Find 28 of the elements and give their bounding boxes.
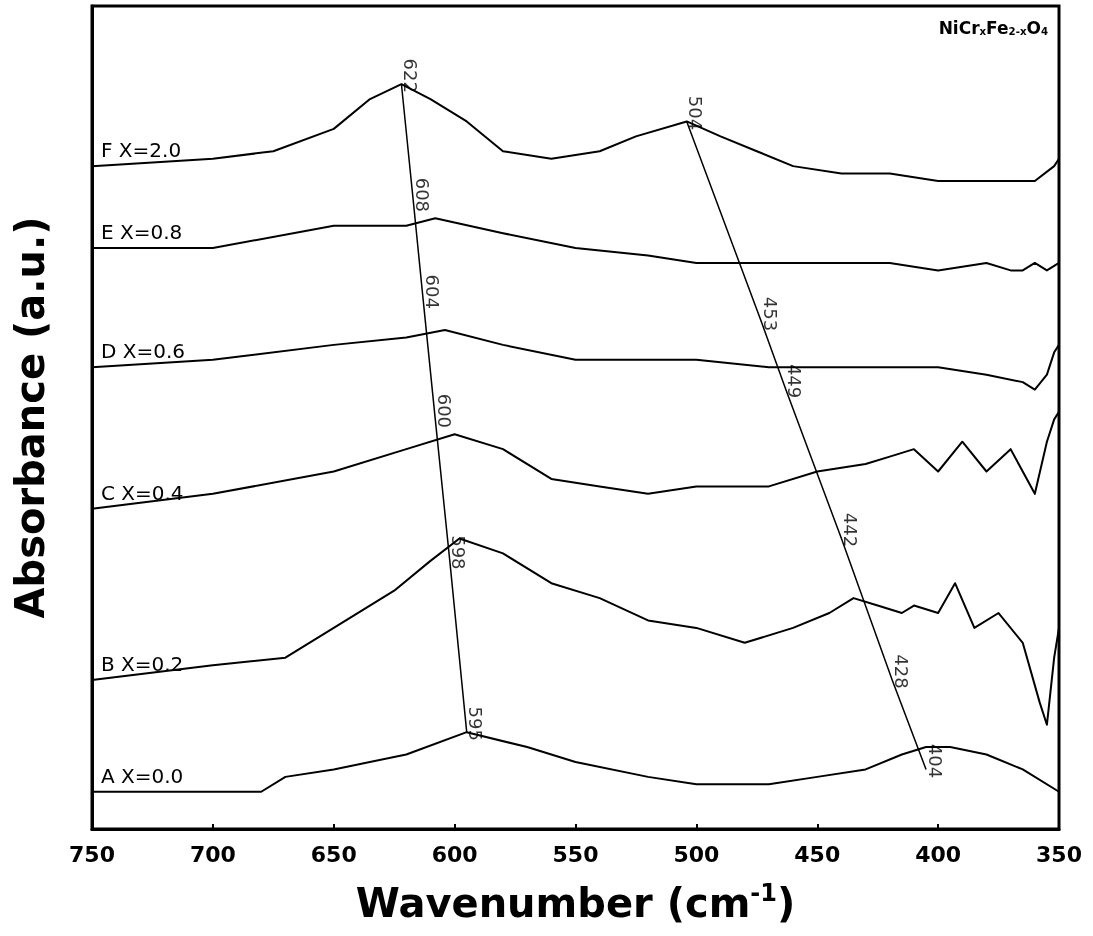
x-tick-label: 700	[189, 841, 236, 867]
annotation: 598	[448, 535, 470, 570]
series-label: A X=0.0	[101, 763, 184, 788]
annotation: 608	[412, 177, 434, 213]
annotation: 595	[465, 706, 487, 741]
series-label: B X=0.2	[101, 652, 184, 677]
annotation: 428	[890, 654, 912, 689]
annotation: 604	[421, 274, 443, 309]
x-tick-label: 500	[673, 841, 720, 867]
x-tick-label: 650	[310, 841, 357, 867]
x-tick-label: 600	[431, 841, 478, 867]
x-tick-label: 750	[69, 841, 115, 867]
x-tick-label: 350	[1036, 841, 1082, 867]
text: NiCrxFe2-xO4	[938, 17, 1049, 38]
annotation: 504	[685, 95, 707, 131]
annotation: 442	[839, 512, 861, 548]
series-label: D X=0.6	[101, 339, 186, 364]
annotation: 449	[784, 363, 806, 399]
annotation: 600	[433, 393, 455, 429]
x-tick-label: 400	[915, 841, 962, 867]
x-tick-label: 550	[552, 841, 599, 867]
annotation: 404	[924, 743, 946, 779]
series-label: F X=2.0	[101, 138, 182, 163]
x-tick-label: 450	[794, 841, 841, 867]
series-label: E X=0.8	[101, 220, 183, 245]
annotation: 453	[760, 296, 782, 332]
series-label: C X=0.4	[101, 480, 184, 505]
y-axis-title: Absorbance (a.u.)	[7, 216, 53, 619]
